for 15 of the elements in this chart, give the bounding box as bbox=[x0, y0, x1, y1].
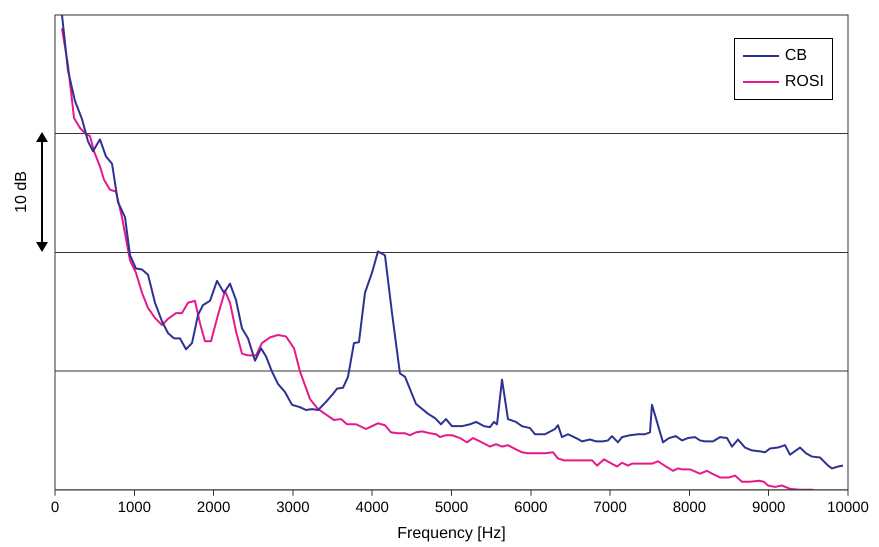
x-axis-title: Frequency [Hz] bbox=[397, 524, 506, 542]
x-tick-label: 10000 bbox=[827, 498, 869, 516]
x-tick-label: 5000 bbox=[434, 498, 468, 516]
legend-label: CB bbox=[784, 47, 808, 65]
x-tick-label: 7000 bbox=[593, 498, 627, 516]
x-tick-label: 6000 bbox=[514, 498, 548, 516]
y-axis-title: 10 dB bbox=[13, 171, 31, 213]
x-tick-label: 9000 bbox=[752, 498, 786, 516]
x-tick-label: 2000 bbox=[196, 498, 230, 516]
x-tick-label: 4000 bbox=[356, 498, 389, 516]
x-tick-label: 8000 bbox=[672, 498, 706, 516]
legend-label: ROSI bbox=[784, 73, 824, 91]
x-tick-label: 0 bbox=[50, 498, 60, 516]
x-tick-label: 1000 bbox=[118, 498, 151, 516]
x-tick-label: 3000 bbox=[276, 498, 310, 516]
